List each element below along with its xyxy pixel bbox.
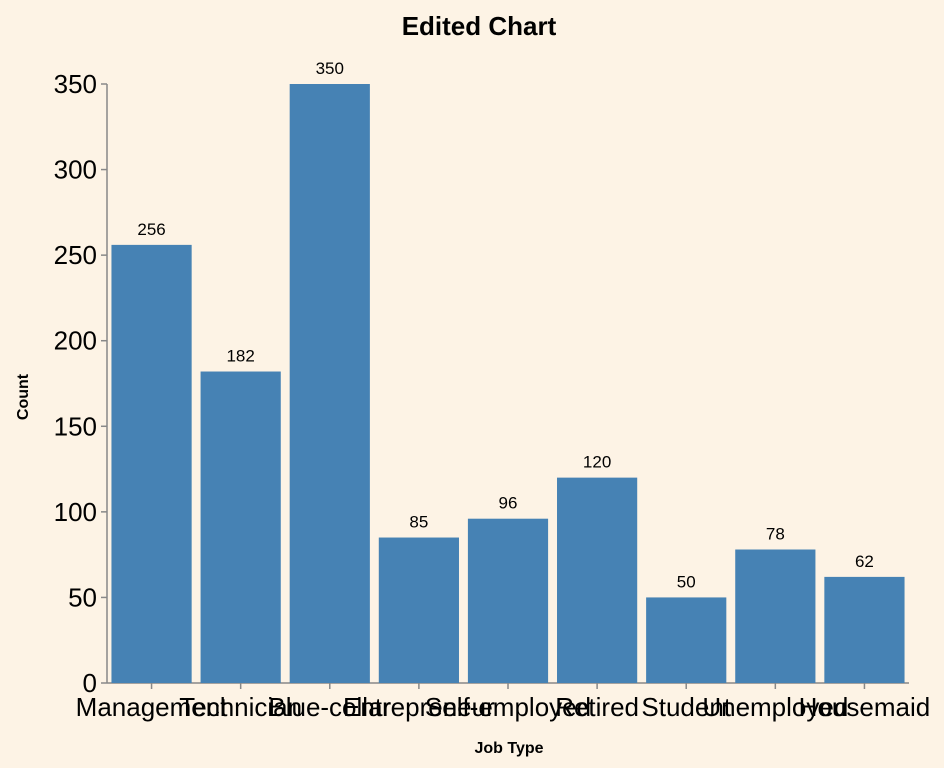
bars-group [111,84,905,684]
bar-retired [557,477,638,683]
data-label-entrepreneur: 85 [409,513,428,532]
bar-housemaid [824,576,905,683]
x-tick-label-retired: Retired [555,692,639,722]
bar-unemployed [735,549,816,683]
data-label-blue-collar: 350 [316,59,344,78]
bar-management [111,244,192,684]
y-tick-label: 250 [54,240,97,270]
x-tick-label-student: Student [641,692,731,722]
data-label-retired: 120 [583,453,611,472]
x-tick-label-technician: Technician [179,692,302,722]
data-label-technician: 182 [226,347,254,366]
y-tick-label: 350 [54,69,97,99]
y-tick-label: 50 [68,582,97,612]
data-labels-group: 256 182 350 85 96 120 50 78 62 [137,59,874,591]
y-tick-label: 0 [83,668,97,698]
y-tick-label: 100 [54,497,97,527]
data-label-management: 256 [137,220,165,239]
x-tick-label-blue-collar: Blue-collar [268,692,391,722]
y-axis: 0 50 100 150 200 250 300 350 [54,69,108,698]
x-tick-label-unemployed: Unemployed [702,692,848,722]
x-axis-title: Job Type [474,740,543,757]
data-label-self-employed: 96 [499,494,518,513]
bar-student [646,597,727,683]
bar-entrepreneur [378,537,459,683]
y-axis-title: Count [15,373,32,420]
data-label-student: 50 [677,572,696,591]
chart-title: Edited Chart [402,11,557,41]
y-tick-label: 150 [54,411,97,441]
x-tick-label-entrepreneur: Entrepreneur [343,692,495,722]
bar-self-employed [467,518,549,683]
x-tick-label-management: Management [76,692,229,722]
bar-blue-collar [289,84,370,683]
data-label-housemaid: 62 [855,552,874,571]
bar-technician [200,371,281,683]
y-tick-label: 200 [54,326,97,356]
x-tick-label-self-employed: Self-employed [425,692,591,722]
y-tick-label: 300 [54,155,97,185]
x-tick-label-housemaid: Housemaid [799,692,931,722]
data-label-unemployed: 78 [766,525,785,544]
x-axis: ManagementTechnicianBlue-collarEntrepren… [76,682,931,722]
